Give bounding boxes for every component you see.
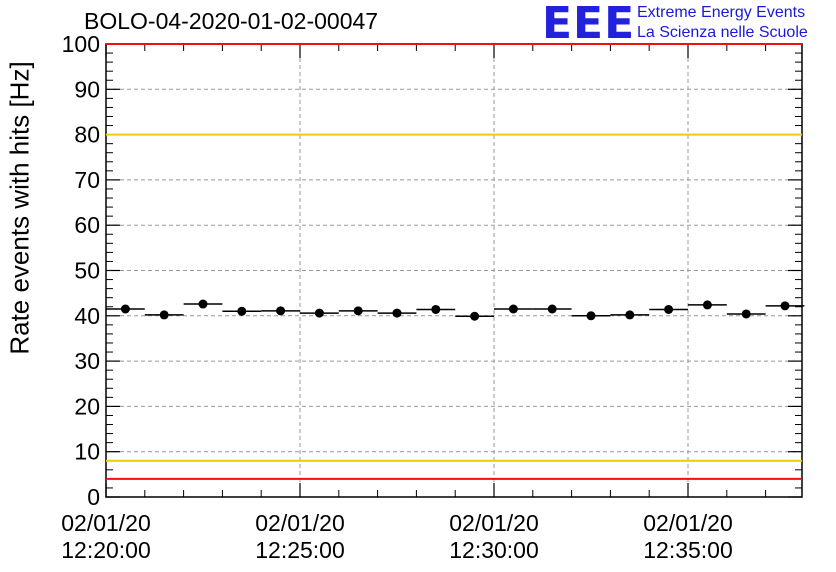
data-point <box>547 304 557 314</box>
eee-logo: EEE <box>542 0 636 49</box>
chart-title: BOLO-04-2020-01-02-00047 <box>84 8 379 34</box>
data-point <box>470 311 480 321</box>
data-point <box>392 308 402 318</box>
x-tick-label-time: 12:25:00 <box>255 537 345 563</box>
data-point <box>276 306 286 316</box>
y-axis-label: Rate events with hits [Hz] <box>4 61 35 355</box>
data-point <box>664 304 674 314</box>
logo-text-line2: La Scienza nelle Scuole <box>637 24 808 41</box>
y-tick-label: 0 <box>87 484 100 510</box>
y-tick-label: 20 <box>74 393 100 419</box>
data-point <box>431 304 441 314</box>
data-point <box>508 304 518 314</box>
y-tick-label: 60 <box>74 212 100 238</box>
logo-text-line1: Extreme Energy Events <box>637 4 806 21</box>
data-point <box>120 304 130 314</box>
y-tick-label: 40 <box>74 303 100 329</box>
data-point <box>353 306 363 316</box>
data-point <box>159 310 169 320</box>
y-tick-label: 70 <box>74 167 100 193</box>
x-tick-label-date: 02/01/20 <box>449 510 539 536</box>
data-point <box>625 310 635 320</box>
data-point <box>702 300 712 310</box>
y-tick-label: 10 <box>74 439 100 465</box>
data-point <box>741 309 751 319</box>
data-point <box>780 301 790 311</box>
y-tick-label: 30 <box>74 348 100 374</box>
y-tick-label: 100 <box>62 31 100 57</box>
x-tick-label-time: 12:30:00 <box>449 537 539 563</box>
x-tick-label-time: 12:20:00 <box>61 537 151 563</box>
x-tick-label-time: 12:35:00 <box>643 537 733 563</box>
data-point <box>237 306 247 316</box>
data-point <box>586 311 596 321</box>
x-tick-label-date: 02/01/20 <box>643 510 733 536</box>
data-point <box>198 299 208 309</box>
y-tick-label: 90 <box>74 76 100 102</box>
x-tick-label-date: 02/01/20 <box>61 510 151 536</box>
y-tick-label: 50 <box>74 258 100 284</box>
x-tick-label-date: 02/01/20 <box>255 510 345 536</box>
y-tick-label: 80 <box>74 122 100 148</box>
data-point <box>314 308 324 318</box>
